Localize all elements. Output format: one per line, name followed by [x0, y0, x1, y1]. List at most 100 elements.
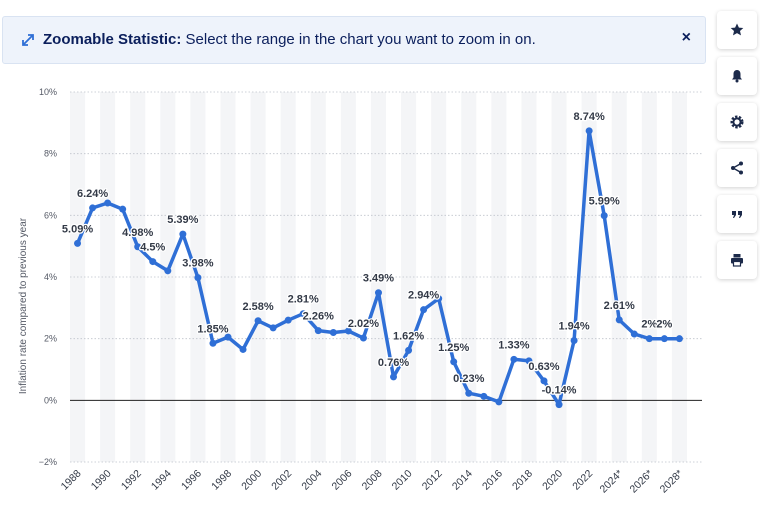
gear-icon — [730, 115, 744, 129]
year-band-14 — [491, 92, 507, 462]
data-point — [149, 258, 157, 266]
y-tick-label: 0% — [44, 395, 57, 405]
x-tick-label: 2028* — [658, 468, 686, 496]
data-label: 2.81% — [288, 294, 319, 306]
y-tick-label: 8% — [44, 149, 57, 159]
favorite-button[interactable] — [717, 11, 757, 49]
data-label: 5.99% — [589, 196, 620, 208]
data-point — [540, 377, 548, 385]
data-label: 2.02% — [348, 318, 379, 330]
data-label: 6.24% — [77, 188, 108, 200]
data-point — [600, 212, 608, 220]
data-point — [374, 289, 382, 297]
y-axis-label: Inflation rate compared to previous year — [18, 217, 29, 394]
data-point — [510, 355, 518, 363]
x-tick-label: 2008 — [360, 468, 385, 493]
year-band-13 — [461, 92, 477, 462]
data-label: 0.76% — [378, 357, 409, 369]
data-point — [660, 335, 668, 343]
x-tick-label: 2016 — [480, 468, 505, 493]
x-tick-label: 2022 — [570, 468, 595, 493]
year-band-3 — [160, 92, 176, 462]
settings-button[interactable] — [717, 103, 757, 141]
print-button[interactable] — [717, 241, 757, 279]
data-point — [630, 330, 638, 338]
data-point — [555, 401, 563, 409]
bell-icon — [732, 70, 742, 83]
data-label: 0.63% — [528, 361, 559, 373]
data-label: 8.74% — [574, 111, 605, 123]
y-tick-label: 6% — [44, 210, 57, 220]
zoom-info-banner: Zoomable Statistic: Select the range in … — [2, 16, 706, 64]
share-button[interactable] — [717, 149, 757, 187]
x-tick-label: 2010 — [390, 468, 415, 493]
year-band-16 — [551, 92, 567, 462]
data-label: 4.98% — [122, 227, 153, 239]
banner-title-bold: Zoomable Statistic: — [43, 31, 182, 48]
x-tick-label: 2026* — [628, 468, 656, 496]
x-tick-label: 2004 — [299, 468, 324, 493]
data-point — [359, 334, 367, 342]
data-point — [179, 230, 187, 238]
data-label: 5.09% — [62, 223, 93, 235]
print-icon — [731, 254, 743, 267]
data-point — [284, 316, 292, 324]
data-point — [390, 373, 398, 381]
year-band-6 — [250, 92, 266, 462]
data-point — [465, 389, 473, 397]
data-label: -0.14% — [542, 385, 577, 397]
data-point — [615, 316, 623, 324]
share-icon — [731, 161, 743, 175]
x-tick-label: 2006 — [329, 468, 354, 493]
data-label: 5.39% — [167, 214, 198, 226]
data-point — [89, 204, 97, 212]
data-labels: 5.09% 6.24% 4.98% 4.5% 5.39% 3.98% 1.85% 2.58% 2… — [61, 110, 674, 398]
banner-title: Zoomable Statistic: Select the range in … — [43, 31, 536, 48]
year-band-1 — [100, 92, 116, 462]
data-point — [224, 333, 232, 341]
x-tick-label: 2000 — [239, 468, 264, 493]
data-point — [480, 392, 488, 400]
notification-button[interactable] — [717, 57, 757, 95]
quote-icon — [732, 211, 742, 218]
data-label: 3.98% — [182, 258, 213, 270]
data-label: 1.62% — [393, 330, 424, 342]
data-point — [239, 345, 247, 353]
data-point — [194, 274, 202, 282]
data-label: 4.5% — [140, 242, 165, 254]
data-label: 2% — [656, 319, 672, 331]
data-point — [329, 329, 337, 336]
sidebar-toolbar — [717, 11, 757, 287]
y-tick-label: 2% — [44, 334, 57, 344]
data-label: 1.94% — [558, 321, 589, 333]
data-point — [164, 267, 172, 275]
x-tick-label: 2024* — [597, 468, 625, 496]
year-band-8 — [310, 92, 326, 462]
year-band-9 — [340, 92, 356, 462]
inflation-line-chart[interactable]: −2% 0% 2% 4% 6% 8% 10% 1988 1990 1992 1994 1996 199… — [0, 70, 712, 511]
y-axis-ticks: −2% 0% 2% 4% 6% 8% 10% — [39, 87, 57, 467]
year-band-19 — [641, 92, 657, 462]
close-icon[interactable]: × — [681, 29, 691, 46]
year-band-11 — [401, 92, 417, 462]
data-point — [254, 317, 262, 325]
x-tick-label: 1996 — [179, 468, 204, 493]
y-tick-label: 10% — [39, 87, 57, 97]
x-tick-label: 2018 — [510, 468, 535, 493]
data-point — [314, 327, 322, 335]
data-label: 3.49% — [363, 273, 394, 285]
x-tick-label: 2012 — [420, 468, 445, 493]
data-label: 0.23% — [453, 373, 484, 385]
data-point — [74, 239, 82, 247]
data-point — [450, 358, 458, 366]
x-tick-label: 2020 — [540, 468, 565, 493]
year-band-18 — [611, 92, 627, 462]
data-label: 2.26% — [303, 311, 334, 323]
data-point — [420, 306, 428, 314]
data-point — [585, 127, 593, 135]
cite-button[interactable] — [717, 195, 757, 233]
x-tick-label: 1992 — [119, 468, 144, 493]
x-tick-label: 1994 — [149, 468, 174, 493]
banner-title-text: Select the range in the chart you want t… — [181, 31, 536, 48]
data-point — [344, 327, 352, 335]
